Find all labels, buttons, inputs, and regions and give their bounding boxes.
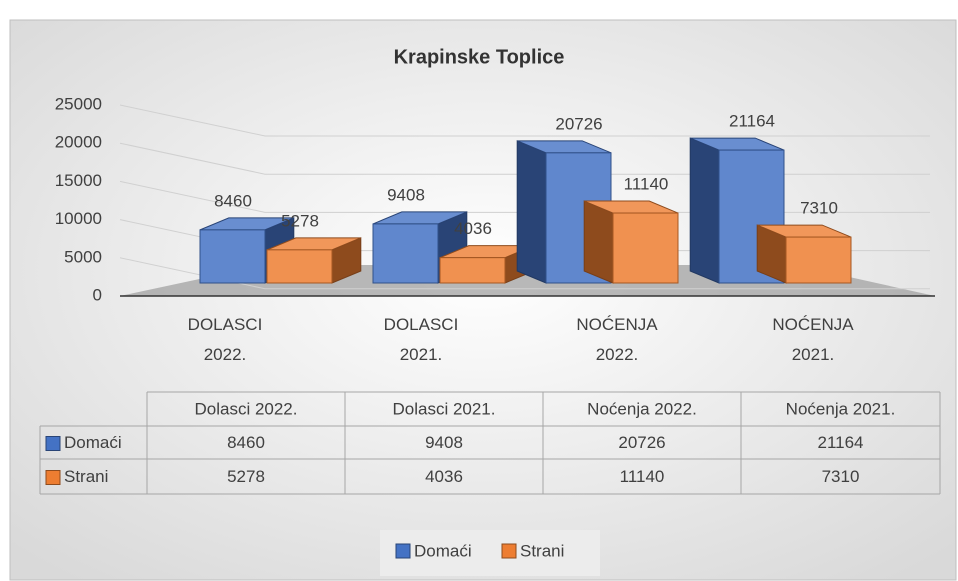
data-label: 9408 [387, 185, 425, 204]
table-cell: 5278 [227, 467, 265, 486]
y-tick-label: 25000 [55, 94, 102, 113]
table-header: Dolasci 2022. [194, 399, 297, 418]
grid-line [119, 257, 930, 290]
data-label: 21164 [729, 112, 775, 131]
table-header: Noćenja 2022. [587, 399, 697, 418]
table-header: Noćenja 2021. [786, 399, 896, 418]
y-tick-label: 20000 [55, 133, 102, 152]
table-row-label: Domaći [64, 433, 122, 452]
data-label: 20726 [555, 114, 602, 133]
bar [199, 229, 266, 284]
bar-side [583, 200, 614, 284]
x-tick-label: DOLASCI 2021. [383, 315, 459, 364]
table-cell: 9408 [425, 433, 463, 452]
bar [785, 236, 852, 284]
bar [266, 249, 333, 284]
x-tick-label: NOĆENJA 2022. [576, 315, 658, 364]
data-label: 5278 [281, 211, 319, 230]
table-cell: 8460 [227, 433, 265, 452]
data-label: 8460 [214, 191, 252, 210]
table-legend-key [45, 436, 61, 451]
legend-box [380, 530, 600, 576]
legend-label: Strani [520, 541, 564, 560]
x-tick-label: DOLASCI 2022. [187, 315, 263, 364]
chart-title: Krapinske Toplice [394, 46, 565, 68]
chart-background [9, 19, 957, 581]
x-tick-label: NOĆENJA 2021. [772, 315, 854, 364]
bar-side [516, 140, 547, 284]
bar-side [689, 137, 720, 284]
table-cell: 11140 [620, 467, 665, 486]
table-header: Dolasci 2021. [392, 399, 495, 418]
y-tick-label: 10000 [55, 209, 102, 228]
bar [612, 212, 679, 284]
bar [372, 223, 439, 284]
data-label: 4036 [454, 219, 492, 238]
legend-label: Domaći [414, 541, 472, 560]
bar [439, 257, 506, 284]
table-cell: 4036 [425, 467, 463, 486]
table-cell: 20726 [618, 433, 665, 452]
legend-key [395, 543, 411, 559]
legend-key [501, 543, 517, 559]
table-cell: 21164 [817, 433, 863, 452]
table-row-label: Strani [64, 467, 108, 486]
y-tick-label: 0 [93, 285, 102, 304]
table-legend-key [45, 470, 61, 485]
grid-line [119, 104, 930, 137]
table-cell: 7310 [822, 467, 860, 486]
data-label: 7310 [800, 199, 838, 218]
y-tick-label: 5000 [64, 247, 102, 266]
data-label: 11140 [624, 175, 669, 194]
y-tick-label: 15000 [55, 171, 102, 190]
